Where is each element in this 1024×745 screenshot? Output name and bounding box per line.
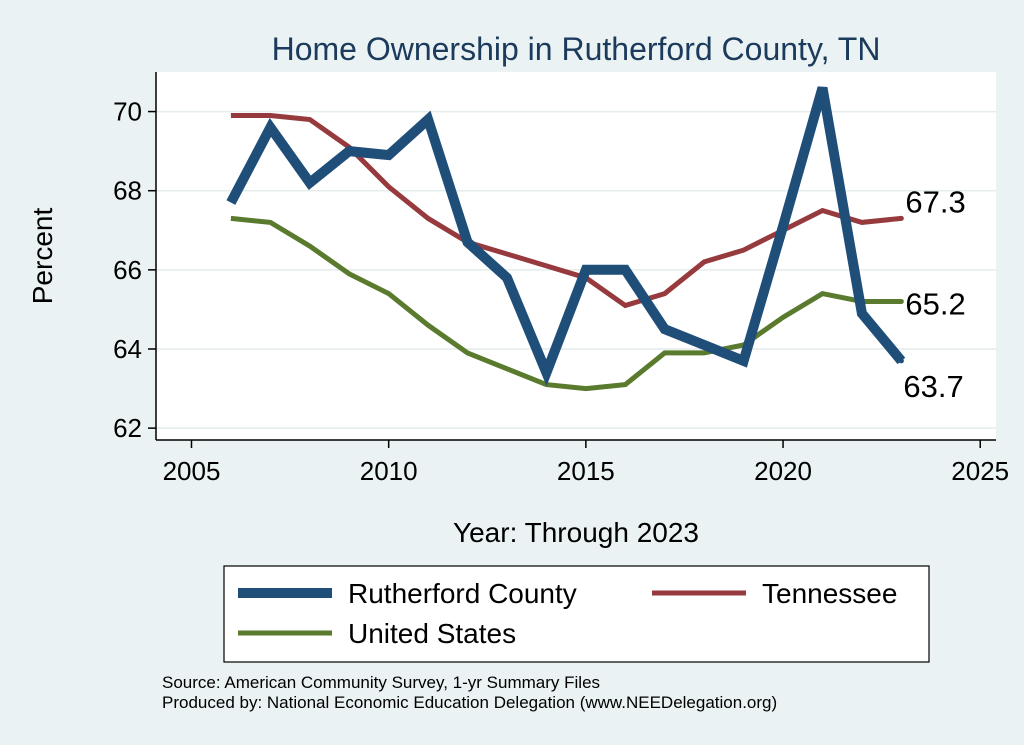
- end-point-marker: [898, 215, 904, 221]
- end-point-marker: [898, 299, 904, 305]
- source-note: Source: American Community Survey, 1-yr …: [162, 673, 600, 692]
- x-tick-label: 2010: [360, 456, 418, 486]
- y-tick-label: 68: [113, 176, 142, 206]
- legend: Rutherford County Tennessee United State…: [223, 565, 930, 663]
- x-tick-label: 2015: [557, 456, 615, 486]
- y-axis-title: Percent: [27, 208, 58, 305]
- legend-box: [223, 565, 930, 663]
- chart-title: Home Ownership in Rutherford County, TN: [272, 31, 881, 67]
- x-axis-ticks: 2005 2010 2015 2020 2025: [163, 440, 1009, 486]
- grid-lines: [156, 110, 996, 429]
- series-lines: [226, 86, 906, 392]
- x-tick-label: 2025: [951, 456, 1009, 486]
- y-tick-label: 62: [113, 413, 142, 443]
- y-tick-label: 64: [113, 334, 142, 364]
- y-tick-label: 70: [113, 97, 142, 127]
- end-label-united-states: 65.2: [905, 287, 965, 322]
- end-point-marker: [898, 358, 904, 364]
- x-tick-label: 2020: [754, 456, 812, 486]
- plot-area: [156, 72, 996, 440]
- legend-label-rutherford-county: Rutherford County: [348, 578, 577, 609]
- end-label-rutherford-county: 63.7: [903, 369, 963, 404]
- series-line-tennessee: [230, 113, 902, 309]
- x-axis-title: Year: Through 2023: [453, 517, 699, 548]
- legend-label-united-states: United States: [348, 618, 516, 649]
- end-labels: 63.7 67.3 65.2: [898, 184, 966, 404]
- x-tick-label: 2005: [163, 456, 221, 486]
- y-tick-label: 66: [113, 255, 142, 285]
- y-axis-ticks: 62 64 66 68 70: [113, 97, 156, 443]
- series-line-rutherford-county: [226, 86, 906, 387]
- producer-note: Produced by: National Economic Education…: [162, 693, 777, 712]
- legend-label-tennessee: Tennessee: [762, 578, 897, 609]
- end-label-tennessee: 67.3: [905, 184, 965, 219]
- series-line-united-states: [230, 215, 902, 392]
